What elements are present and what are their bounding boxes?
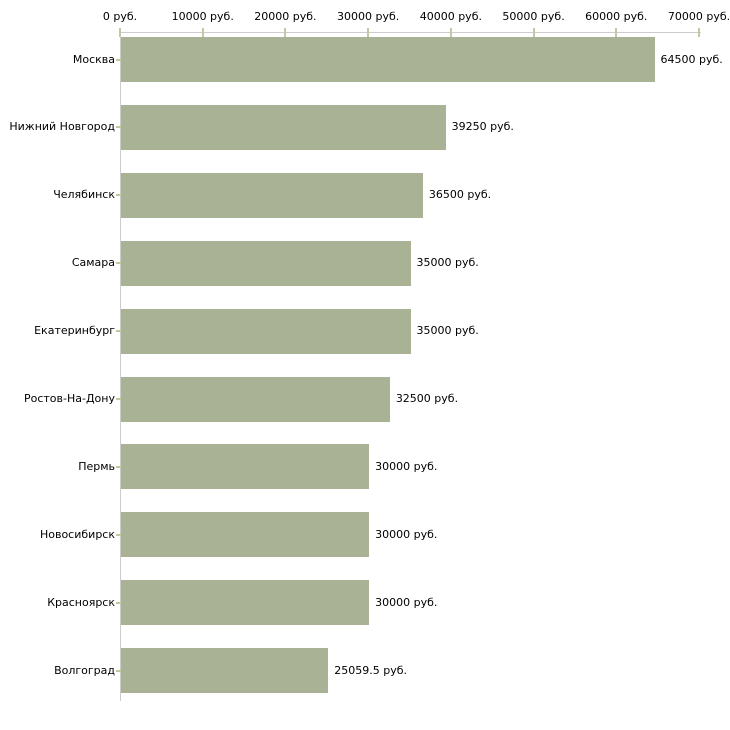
value-label: 30000 руб. xyxy=(375,527,438,541)
value-label: 30000 руб. xyxy=(375,595,438,609)
category-label: Самара xyxy=(71,256,115,270)
x-axis-tick xyxy=(119,28,121,37)
y-axis-tick xyxy=(116,533,121,536)
bar-4 xyxy=(121,240,411,286)
bar-7 xyxy=(121,444,370,490)
x-axis-tick xyxy=(449,28,452,37)
bar-5 xyxy=(121,308,411,354)
y-axis-tick xyxy=(116,58,121,61)
value-label: 32500 руб. xyxy=(395,392,459,405)
category-label: Челябинск xyxy=(53,188,115,202)
value-label: 64500 руб. xyxy=(660,52,723,66)
x-axis-tick-label: 50000 руб. xyxy=(502,10,565,23)
x-axis-tick xyxy=(284,28,287,37)
value-label: 25059.5 руб. xyxy=(334,663,408,677)
category-label: Волгоград xyxy=(54,663,115,677)
value-label: 30000 руб. xyxy=(375,459,438,473)
x-axis-tick-label: 20000 руб. xyxy=(254,10,317,23)
value-label: 39250 руб. xyxy=(451,120,514,134)
x-axis-tick xyxy=(367,28,370,37)
y-axis-tick xyxy=(116,601,121,604)
bar-2 xyxy=(121,104,446,150)
value-label: 36500 руб. xyxy=(428,188,492,202)
x-axis-tick-label: 30000 руб. xyxy=(337,10,400,23)
x-axis-tick-label: 70000 руб. xyxy=(667,10,730,23)
category-label: Новосибирск xyxy=(39,527,115,541)
x-axis-tick-label: 40000 руб. xyxy=(419,10,482,23)
bar-3 xyxy=(121,172,423,218)
value-label: 35000 руб. xyxy=(416,324,479,338)
y-axis-tick xyxy=(116,262,121,265)
x-axis-tick xyxy=(698,28,700,37)
x-axis-tick-label: 0 руб. xyxy=(102,10,138,23)
category-label: Москва xyxy=(72,52,115,66)
category-label: Нижний Новгород xyxy=(9,120,115,134)
y-axis-line xyxy=(120,32,121,701)
category-label: Красноярск xyxy=(47,595,115,609)
x-axis-tick-label: 10000 руб. xyxy=(171,10,234,23)
bar-1 xyxy=(121,37,655,82)
x-axis-line xyxy=(120,32,701,33)
value-label: 35000 руб. xyxy=(416,256,479,270)
bar-10 xyxy=(121,648,329,694)
bar-8 xyxy=(121,512,370,558)
x-axis-tick xyxy=(201,28,204,37)
y-axis-tick xyxy=(116,194,121,197)
y-axis-tick xyxy=(116,669,121,672)
y-axis-tick xyxy=(116,126,121,129)
x-axis-tick-label: 60000 руб. xyxy=(585,10,648,23)
x-axis-tick xyxy=(532,28,535,37)
y-axis-tick xyxy=(116,465,121,468)
category-label: Екатеринбург xyxy=(34,324,115,338)
category-label: Пермь xyxy=(78,459,115,473)
x-axis-tick xyxy=(615,28,618,37)
bar-6 xyxy=(121,376,390,422)
bar-9 xyxy=(121,580,370,626)
category-label: Ростов-На-Дону xyxy=(23,392,115,405)
y-axis-tick xyxy=(116,398,121,400)
y-axis-tick xyxy=(116,330,121,333)
